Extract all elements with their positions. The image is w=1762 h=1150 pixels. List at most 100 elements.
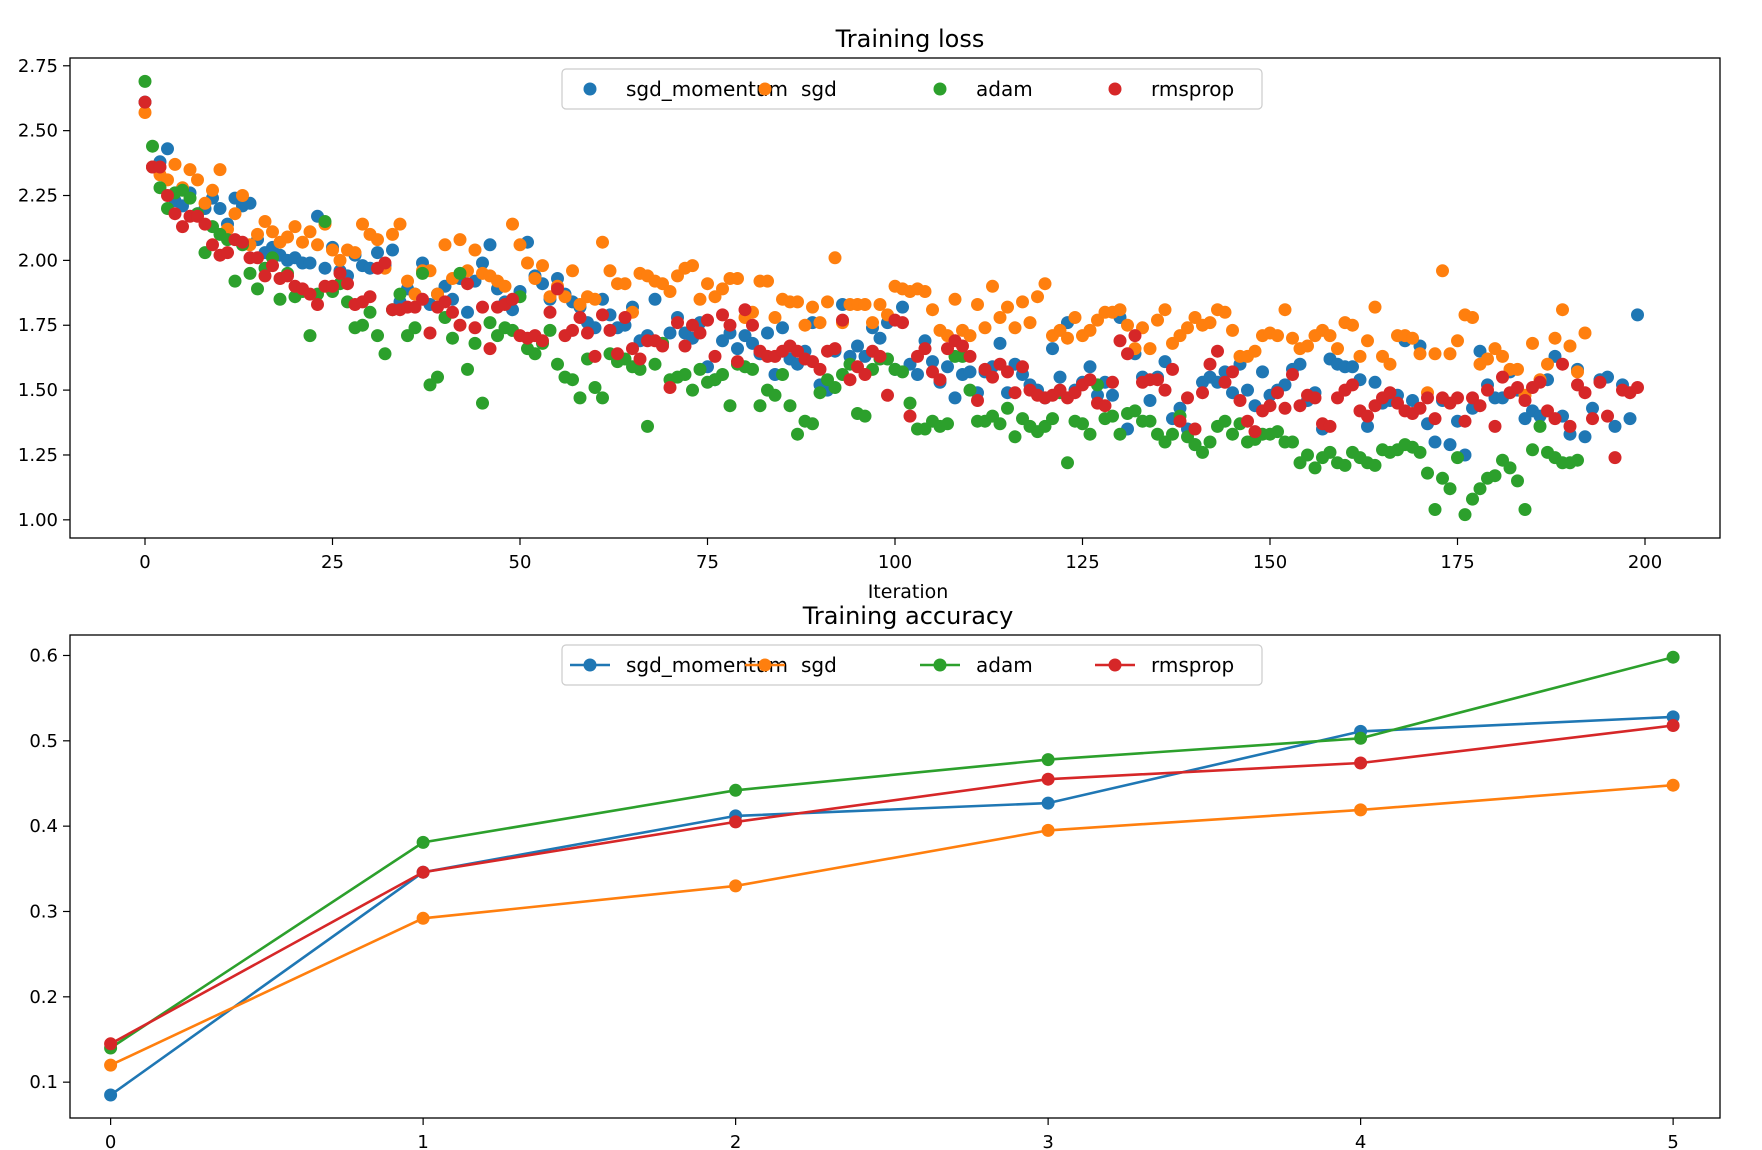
loss-point-rmsprop — [701, 313, 714, 327]
loss-point-adam — [768, 388, 782, 402]
loss-point-adam — [1338, 458, 1352, 472]
loss-point-rmsprop — [1458, 414, 1472, 428]
accuracy-legend-marker-sgd-momentum — [583, 658, 597, 672]
loss-legend-marker-sgd-momentum — [583, 82, 597, 96]
loss-point-rmsprop — [1488, 419, 1502, 433]
loss-point-sgd — [948, 292, 962, 306]
loss-point-adam — [806, 417, 819, 431]
accuracy-line-rmsprop — [109, 724, 1674, 1045]
loss-point-sgd — [663, 285, 677, 298]
loss-point-sgd — [1481, 352, 1494, 366]
loss-point-rmsprop — [1098, 399, 1112, 413]
loss-point-rmsprop — [446, 305, 459, 319]
loss-point-adam — [776, 368, 789, 381]
loss-point-adam — [1008, 430, 1022, 444]
loss-point-sgd — [521, 256, 534, 270]
loss-point-rmsprop — [1601, 409, 1614, 423]
loss-point-adam — [1271, 425, 1284, 439]
loss-x-tick-label: 0 — [139, 552, 150, 573]
loss-point-sgd — [1511, 362, 1524, 376]
loss-point-adam — [858, 409, 872, 423]
loss-point-adam — [138, 74, 152, 88]
accuracy-y-tick-label: 0.5 — [29, 731, 58, 752]
loss-point-sgd — [1143, 342, 1157, 356]
loss-point-adam — [318, 215, 332, 228]
loss-point-rmsprop — [918, 342, 932, 356]
loss-point-adam — [1203, 435, 1217, 449]
loss-point-sgd — [693, 292, 707, 306]
loss-point-sgd-momentum — [993, 336, 1007, 350]
loss-point-sgd — [1151, 313, 1164, 327]
loss-point-rmsprop — [933, 373, 947, 387]
loss-point-rmsprop — [363, 290, 377, 304]
loss-point-sgd — [566, 264, 579, 278]
loss-point-sgd — [1158, 303, 1172, 317]
loss-point-rmsprop — [221, 246, 234, 260]
loss-point-rmsprop — [708, 349, 722, 363]
loss-point-rmsprop — [1121, 347, 1134, 361]
loss-point-sgd — [1278, 303, 1292, 317]
accuracy-legend: sgd_momentum sgd adam rmsprop — [561, 644, 1263, 686]
loss-point-adam — [746, 362, 759, 376]
loss-point-sgd — [806, 300, 819, 314]
loss-point-sgd-momentum — [1346, 360, 1359, 374]
loss-point-adam — [1503, 461, 1517, 475]
loss-point-sgd — [1023, 316, 1037, 330]
loss-point-adam — [1526, 443, 1539, 457]
accuracy-point-rmsprop — [1354, 756, 1368, 770]
loss-point-sgd-momentum — [1443, 438, 1457, 452]
loss-point-sgd — [1226, 323, 1239, 337]
loss-point-rmsprop — [813, 362, 827, 376]
loss-y-tick-label: 1.25 — [18, 445, 58, 466]
accuracy-x-axis: 0 1 2 3 4 5 — [105, 1118, 1679, 1150]
loss-point-adam — [896, 365, 909, 379]
loss-point-rmsprop — [1548, 412, 1562, 426]
loss-point-sgd — [1353, 349, 1367, 363]
loss-point-rmsprop — [153, 160, 167, 174]
loss-point-rmsprop — [1608, 451, 1622, 465]
loss-point-sgd — [873, 298, 887, 311]
accuracy-line-sgd-momentum — [109, 715, 1674, 1097]
loss-point-sgd — [1383, 357, 1397, 371]
loss-point-adam — [1436, 471, 1449, 485]
loss-point-sgd — [168, 157, 182, 171]
loss-point-rmsprop — [611, 347, 624, 361]
accuracy-point-rmsprop — [729, 815, 743, 829]
loss-point-rmsprop — [1173, 414, 1187, 428]
loss-point-sgd — [1346, 318, 1359, 332]
loss-point-adam — [1308, 461, 1322, 475]
loss-point-rmsprop — [1428, 412, 1442, 426]
loss-point-sgd — [1016, 295, 1029, 309]
loss-point-adam — [1046, 412, 1059, 426]
accuracy-point-sgd — [729, 879, 743, 893]
loss-point-rmsprop — [656, 339, 669, 353]
loss-point-adam — [633, 362, 647, 376]
loss-y-tick-label: 1.50 — [18, 380, 58, 401]
accuracy-legend-label-adam: adam — [976, 653, 1033, 677]
loss-point-adam — [641, 419, 654, 433]
loss-point-rmsprop — [1413, 401, 1427, 415]
loss-point-sgd — [1563, 339, 1577, 353]
loss-point-sgd-momentum — [926, 355, 939, 369]
loss-point-sgd — [1113, 303, 1127, 317]
loss-point-adam — [1458, 508, 1472, 522]
loss-point-adam — [648, 357, 662, 371]
loss-point-sgd — [1218, 305, 1232, 319]
loss-point-rmsprop — [873, 349, 887, 363]
accuracy-line-adam — [109, 655, 1674, 1050]
loss-point-rmsprop — [138, 95, 152, 109]
loss-point-rmsprop — [236, 235, 249, 249]
loss-y-axis: 1.00 1.25 1.50 1.75 2.00 2.25 2.50 2.75 — [18, 56, 70, 531]
loss-point-sgd-momentum — [1623, 412, 1637, 426]
accuracy-point-adam — [729, 783, 743, 797]
loss-point-rmsprop — [423, 326, 437, 340]
loss-x-tick-label: 125 — [1065, 552, 1099, 573]
loss-point-rmsprop — [581, 326, 594, 340]
loss-point-adam — [1301, 448, 1314, 462]
loss-point-adam — [543, 323, 557, 337]
loss-point-rmsprop — [251, 251, 264, 265]
loss-y-tick-label: 1.75 — [18, 315, 58, 336]
loss-point-sgd — [978, 321, 992, 335]
loss-point-adam — [678, 368, 692, 381]
accuracy-point-sgd — [1666, 778, 1680, 792]
